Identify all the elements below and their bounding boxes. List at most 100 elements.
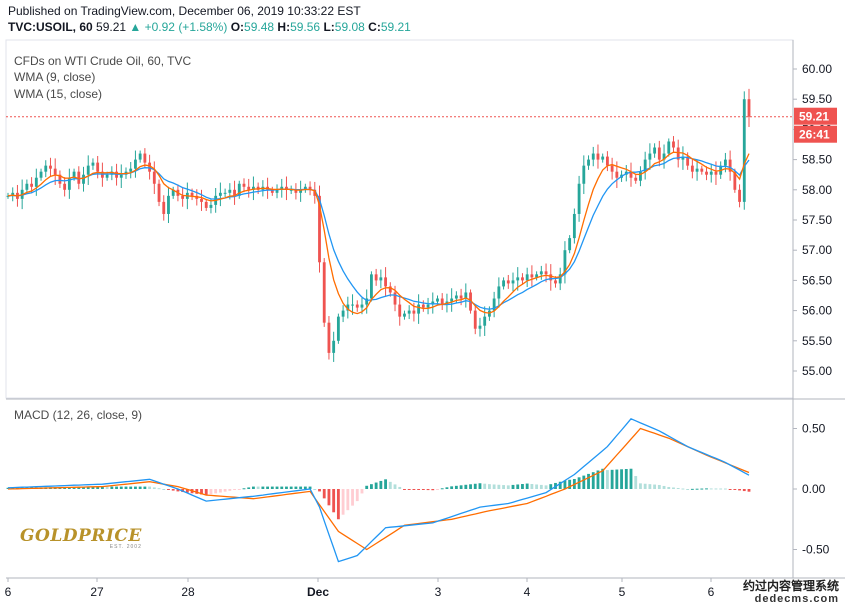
- price-tick-label: 58.50: [802, 153, 832, 167]
- last-price-badge: [794, 107, 837, 125]
- macd-histogram-bar: [568, 479, 572, 489]
- candle-body: [544, 271, 548, 275]
- candle-body: [700, 168, 704, 172]
- watermark: 约过内容管理系统 dedecms.com: [743, 580, 839, 606]
- macd-histogram-bar: [440, 488, 444, 490]
- macd-histogram-bar: [270, 486, 274, 489]
- candle-body: [181, 195, 185, 199]
- legend-macd: MACD (12, 26, close, 9): [14, 408, 143, 422]
- candle-body: [558, 274, 562, 284]
- candle-body: [327, 322, 331, 353]
- high-label: H:: [277, 20, 291, 34]
- macd-histogram-bar: [436, 489, 439, 490]
- macd-histogram-bar: [365, 485, 369, 489]
- candle-body: [530, 274, 534, 278]
- macd-histogram-bar: [516, 484, 520, 489]
- candle-body: [497, 286, 501, 299]
- candle-body: [49, 165, 52, 169]
- candle-body: [341, 310, 345, 317]
- price-tick-label: 60.00: [802, 62, 832, 76]
- price-tick-label: 59.50: [802, 92, 832, 106]
- macd-histogram-bar: [662, 485, 666, 489]
- candle-body: [129, 168, 133, 172]
- candle-body: [605, 156, 609, 166]
- macd-histogram-bar: [700, 488, 704, 490]
- candle-body: [105, 174, 109, 178]
- macd-histogram-bar: [195, 489, 199, 494]
- candle-body: [521, 277, 524, 281]
- macd-tick-label: -0.50: [802, 543, 830, 557]
- candle-body: [143, 153, 147, 163]
- price-tick-label: 57.00: [802, 243, 832, 257]
- macd-histogram-bar: [421, 489, 425, 490]
- macd-histogram-bar: [223, 489, 227, 492]
- candle-body: [563, 250, 567, 275]
- candle-body: [374, 274, 378, 281]
- macd-histogram-bar: [525, 483, 529, 489]
- candle-body: [34, 177, 38, 187]
- candle-body: [355, 304, 359, 308]
- candle-body: [506, 280, 510, 284]
- macd-histogram-bar: [285, 486, 288, 489]
- candle-body: [516, 277, 520, 281]
- candle-body: [289, 189, 293, 191]
- candle-body: [162, 201, 166, 214]
- macd-histogram-bar: [705, 488, 708, 490]
- macd-histogram-bar: [657, 484, 661, 489]
- macd-histogram-bar: [577, 477, 581, 489]
- macd-histogram-bar: [676, 487, 680, 489]
- countdown-badge: [794, 125, 837, 143]
- macd-histogram-bar: [91, 486, 95, 489]
- open-value: 59.48: [244, 20, 275, 34]
- candle-body: [171, 189, 175, 196]
- macd-histogram-bar: [115, 486, 118, 489]
- candle-body: [591, 153, 595, 160]
- macd-histogram-bar: [521, 484, 524, 489]
- candle-body: [370, 274, 373, 299]
- time-tick-label: 3: [435, 585, 442, 599]
- candle-body: [322, 262, 326, 323]
- macd-histogram-bar: [667, 486, 671, 489]
- macd-histogram-bar: [318, 489, 321, 492]
- candle-body: [384, 277, 387, 287]
- macd-histogram-bar: [558, 481, 562, 489]
- candle-body: [407, 310, 411, 314]
- candle-body: [336, 316, 340, 341]
- macd-histogram-bar: [218, 489, 222, 493]
- macd-histogram-bar: [544, 485, 548, 489]
- macd-histogram-bar: [332, 489, 336, 513]
- symbol-label: TVC:USOIL, 60: [8, 20, 93, 34]
- candle-body: [11, 192, 15, 196]
- macd-histogram-bar: [450, 486, 454, 489]
- macd-histogram-bar: [624, 469, 628, 489]
- candle-body: [478, 325, 482, 329]
- high-value: 59.56: [290, 20, 321, 34]
- macd-histogram-bar: [610, 469, 614, 489]
- candle-body: [738, 189, 741, 202]
- candle-body: [572, 213, 576, 239]
- candle-body: [72, 171, 76, 178]
- macd-histogram-bar: [370, 484, 373, 489]
- open-label: O:: [230, 20, 245, 34]
- macd-histogram-bar: [289, 486, 293, 489]
- macd-histogram-bar: [280, 486, 284, 489]
- macd-histogram-bar: [96, 486, 100, 489]
- candle-body: [91, 162, 95, 166]
- goldprice-logo: GOLDPRICE EST. 2002: [20, 526, 142, 550]
- candle-body: [303, 186, 307, 190]
- macd-histogram-bar: [681, 488, 685, 490]
- macd-histogram-bar: [653, 484, 657, 489]
- macd-histogram-bar: [596, 470, 600, 489]
- macd-histogram-bar: [738, 489, 741, 491]
- macd-histogram-bar: [86, 486, 90, 489]
- macd-histogram-bar: [200, 489, 203, 495]
- price-tick-label: 55.50: [802, 334, 832, 348]
- candle-body: [96, 162, 100, 172]
- macd-histogram-bar: [143, 486, 147, 489]
- macd-histogram-bar: [412, 489, 416, 490]
- candle-body: [157, 183, 161, 202]
- macd-histogram-bar: [124, 486, 128, 489]
- candle-body: [450, 298, 454, 302]
